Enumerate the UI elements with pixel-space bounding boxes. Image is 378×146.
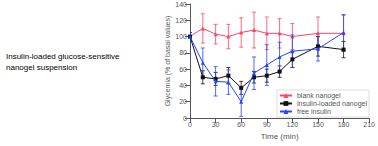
svg-text:150: 150: [312, 121, 324, 128]
svg-text:0: 0: [188, 121, 192, 128]
svg-text:30: 30: [212, 121, 220, 128]
svg-text:60: 60: [179, 66, 187, 73]
svg-text:90: 90: [263, 121, 271, 128]
svg-text:40: 40: [179, 82, 187, 89]
svg-text:60: 60: [237, 121, 245, 128]
svg-text:Insulin-loaded glucose-sensiti: Insulin-loaded glucose-sensitive: [6, 52, 120, 61]
svg-text:100: 100: [175, 33, 187, 40]
svg-text:nanogel suspension: nanogel suspension: [6, 63, 77, 72]
svg-text:Time (min): Time (min): [261, 132, 299, 141]
svg-text:20: 20: [179, 98, 187, 105]
svg-text:180: 180: [338, 121, 350, 128]
svg-text:140: 140: [175, 1, 187, 8]
svg-text:0: 0: [183, 115, 187, 122]
svg-text:120: 120: [287, 121, 299, 128]
svg-text:insulin-loaded nanogel: insulin-loaded nanogel: [297, 100, 367, 108]
svg-text:blank nanogel: blank nanogel: [297, 92, 341, 100]
svg-text:free insulin: free insulin: [297, 108, 331, 115]
svg-text:120: 120: [175, 17, 187, 24]
svg-text:80: 80: [179, 49, 187, 56]
svg-text:210: 210: [363, 121, 375, 128]
svg-text:Glycemia (% of basal values): Glycemia (% of basal values): [164, 16, 172, 107]
